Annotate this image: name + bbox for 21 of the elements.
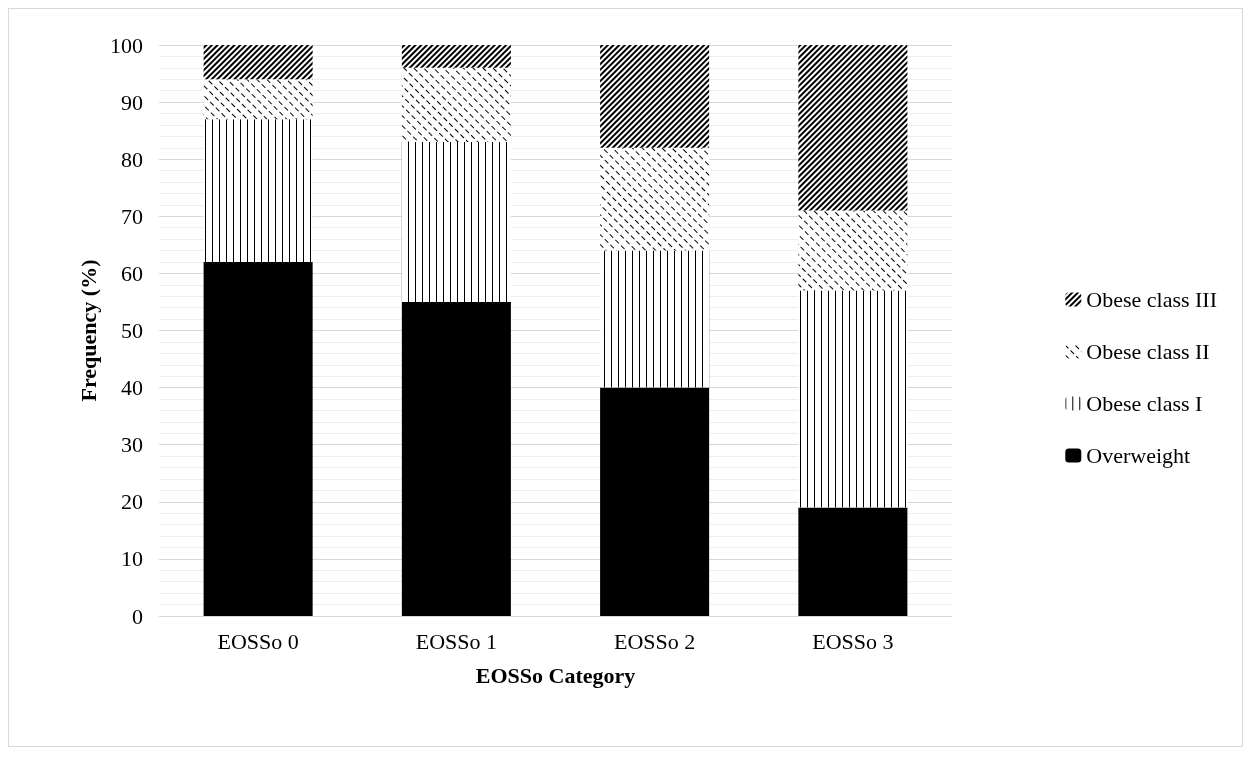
y-tick-label: 20 — [121, 489, 143, 515]
y-tick-label: 100 — [110, 32, 143, 58]
x-tick-label: EOSSo 1 — [415, 628, 498, 654]
x-tick-label: EOSSo 3 — [812, 628, 894, 654]
y-tick-label: 80 — [121, 146, 143, 172]
legend-label: Obese class II — [1086, 339, 1210, 364]
legend-label: Obese class I — [1086, 391, 1203, 416]
y-axis-title: Frequency (%) — [75, 259, 101, 402]
y-tick-label: 30 — [121, 432, 143, 458]
y-tick-label: 90 — [121, 89, 143, 115]
x-axis-title: EOSSo Category — [475, 662, 636, 688]
y-tick-label: 0 — [132, 603, 143, 629]
x-tick-label: EOSSo 0 — [217, 628, 299, 654]
legend-label: Obese class III — [1086, 287, 1218, 312]
y-tick-label: 50 — [121, 318, 143, 343]
x-tick-label: EOSSo 2 — [613, 628, 696, 654]
legend-label: Overweight — [1086, 443, 1191, 468]
y-tick-label: 10 — [121, 546, 143, 572]
y-tick-label: 70 — [121, 203, 143, 229]
y-tick-label: 60 — [121, 260, 143, 286]
y-tick-label: 40 — [121, 375, 143, 401]
